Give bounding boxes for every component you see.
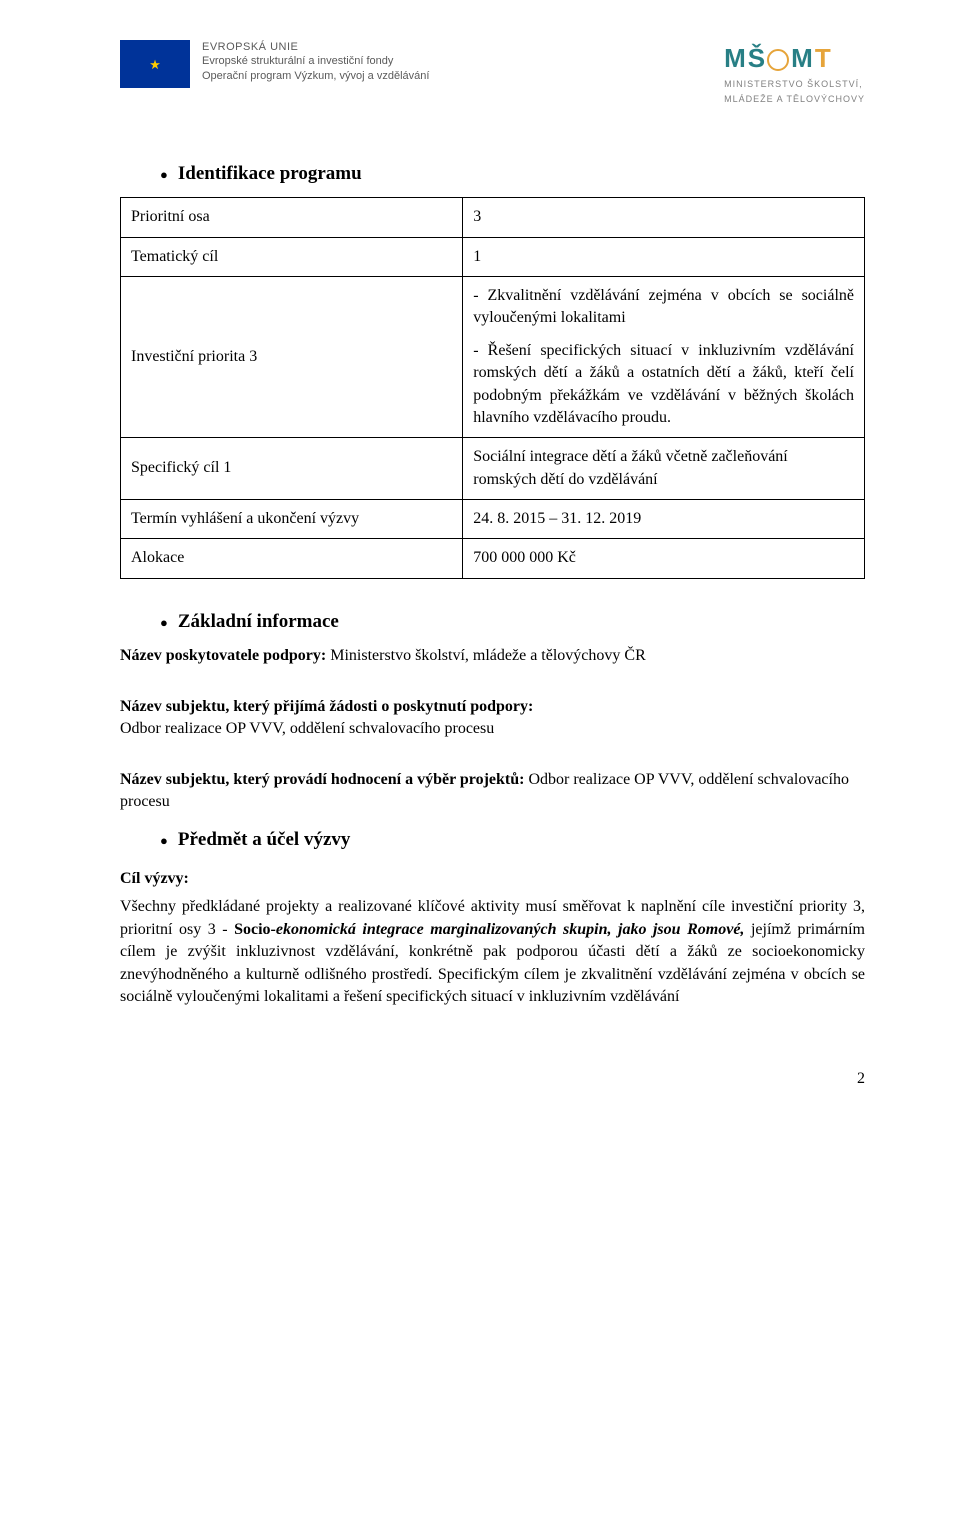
- goal-text-bolditalic3: Romové,: [687, 921, 744, 938]
- heading-predmet-ucel: ● Předmět a účel výzvy: [160, 827, 865, 854]
- msmt-logo-block: MŠMT MINISTERSTVO ŠKOLSTVÍ, MLÁDEŽE A TĚ…: [724, 40, 865, 106]
- heading-text: Základní informace: [178, 609, 339, 636]
- cell-label: Alokace: [121, 539, 463, 578]
- evaluator-block: Název subjektu, který provádí hodnocení …: [120, 769, 865, 814]
- provider-block: Název poskytovatele podpory: Ministerstv…: [120, 645, 865, 667]
- cell-value: 1: [463, 237, 865, 276]
- msmt-sub2: MLÁDEŽE A TĚLOVÝCHOVY: [724, 93, 865, 106]
- table-row: Prioritní osa 3: [121, 198, 865, 237]
- table-row: Alokace 700 000 000 Kč: [121, 539, 865, 578]
- table-row: Tematický cíl 1: [121, 237, 865, 276]
- cell-value: 3: [463, 198, 865, 237]
- provider-lead: Název poskytovatele podpory:: [120, 647, 326, 664]
- table-row: Investiční priorita 3 - Zkvalitnění vzdě…: [121, 276, 865, 437]
- msmt-sub1: MINISTERSTVO ŠKOLSTVÍ,: [724, 78, 863, 91]
- eu-line2: Evropské strukturální a investiční fondy: [202, 54, 429, 68]
- applicant-lead: Název subjektu, který přijímá žádosti o …: [120, 696, 865, 718]
- bullet-icon: ●: [160, 616, 168, 629]
- goal-text-bold1: Socio-: [234, 921, 276, 938]
- cell-label: Investiční priorita 3: [121, 276, 463, 437]
- heading-identifikace: ● Identifikace programu: [160, 161, 865, 188]
- eu-logo-block: ⋆ EVROPSKÁ UNIE Evropské strukturální a …: [120, 40, 429, 88]
- goal-paragraph: Všechny předkládané projekty a realizova…: [120, 896, 865, 1008]
- investment-priority-item: - Řešení specifických situací v inkluziv…: [473, 340, 854, 430]
- heading-zakladni-informace: ● Základní informace: [160, 609, 865, 636]
- cell-value: - Zkvalitnění vzdělávání zejména v obcíc…: [463, 276, 865, 437]
- goal-lead: Cíl výzvy:: [120, 868, 865, 890]
- cell-label: Termín vyhlášení a ukončení výzvy: [121, 500, 463, 539]
- eu-line3: Operační program Výzkum, vývoj a vzděláv…: [202, 69, 429, 83]
- program-identification-table: Prioritní osa 3 Tematický cíl 1 Investič…: [120, 197, 865, 579]
- applicant-block: Název subjektu, který přijímá žádosti o …: [120, 696, 865, 741]
- eu-text: EVROPSKÁ UNIE Evropské strukturální a in…: [202, 40, 429, 83]
- heading-text: Identifikace programu: [178, 161, 362, 188]
- bullet-icon: ●: [160, 168, 168, 181]
- investment-priority-item: - Zkvalitnění vzdělávání zejména v obcíc…: [473, 285, 854, 330]
- cell-value: 24. 8. 2015 – 31. 12. 2019: [463, 500, 865, 539]
- msmt-logo-icon: MŠMT: [724, 40, 831, 76]
- table-row: Specifický cíl 1 Sociální integrace dětí…: [121, 438, 865, 500]
- goal-text-italic-tail: .: [429, 966, 438, 983]
- cell-label: Prioritní osa: [121, 198, 463, 237]
- eu-line1: EVROPSKÁ UNIE: [202, 40, 429, 54]
- bullet-icon: ●: [160, 834, 168, 847]
- eu-flag-icon: ⋆: [120, 40, 190, 88]
- applicant-value: Odbor realizace OP VVV, oddělení schvalo…: [120, 718, 865, 740]
- goal-text-bolditalic2: ekonomická integrace marginalizovaných s…: [276, 921, 687, 938]
- cell-value: 700 000 000 Kč: [463, 539, 865, 578]
- cell-label: Specifický cíl 1: [121, 438, 463, 500]
- document-header: ⋆ EVROPSKÁ UNIE Evropské strukturální a …: [120, 40, 865, 106]
- page-number: 2: [120, 1068, 865, 1090]
- cell-value: Sociální integrace dětí a žáků včetně za…: [463, 438, 865, 500]
- table-row: Termín vyhlášení a ukončení výzvy 24. 8.…: [121, 500, 865, 539]
- evaluator-lead: Název subjektu, který provádí hodnocení …: [120, 771, 524, 788]
- heading-text: Předmět a účel výzvy: [178, 827, 351, 854]
- goal-block: Cíl výzvy: Všechny předkládané projekty …: [120, 868, 865, 1008]
- cell-label: Tematický cíl: [121, 237, 463, 276]
- provider-value: Ministerstvo školství, mládeže a tělovýc…: [326, 647, 646, 664]
